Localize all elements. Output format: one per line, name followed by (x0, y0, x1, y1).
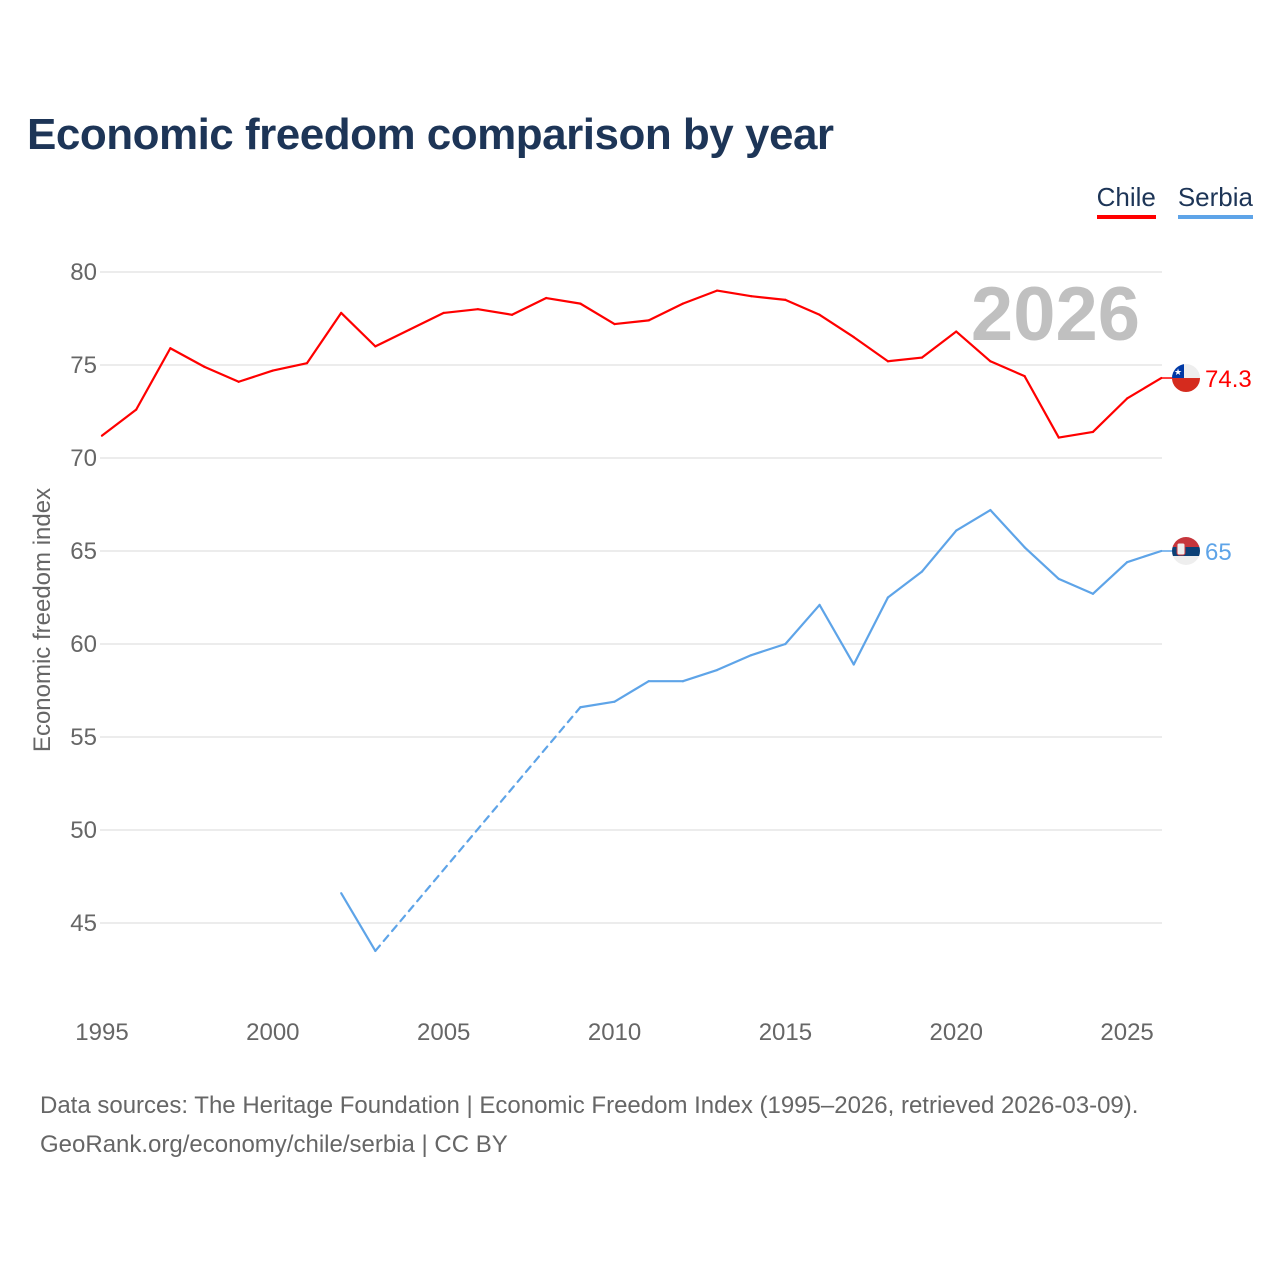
flag-white (1172, 556, 1200, 565)
series-serbia-segment (1057, 577, 1095, 595)
series-chile-segment (750, 295, 787, 301)
series-chile-segment (579, 302, 616, 326)
footer-sources: Data sources: The Heritage Foundation | … (40, 1092, 1139, 1119)
flag-body (1172, 537, 1200, 565)
serbia-flag-icon (1172, 537, 1200, 565)
coat-of-arms-icon (1176, 542, 1186, 556)
series-chile-segment (989, 360, 1026, 378)
x-tick-label: 2005 (417, 1019, 470, 1046)
flag-blue (1172, 547, 1200, 556)
x-tick-label: 2015 (759, 1019, 812, 1046)
flag-red (1172, 378, 1200, 393)
series-chile-segment (955, 330, 992, 363)
series-chile-segment (305, 311, 343, 365)
series-chile-segment (203, 365, 240, 383)
flag-body: ★ (1172, 364, 1200, 393)
series-serbia-segment (340, 892, 377, 953)
y-tick-label: 45 (70, 910, 97, 937)
series-chile-segment (237, 369, 274, 383)
series-serbia-segment (852, 596, 890, 666)
year-watermark: 2026 (971, 272, 1140, 357)
x-tick-label: 2020 (930, 1019, 983, 1046)
series-serbia-segment (579, 700, 616, 709)
flag-red (1172, 537, 1200, 547)
series-chile-segment (374, 328, 411, 348)
series-serbia-segment (818, 603, 855, 666)
series-chile-segment (613, 319, 650, 326)
footer-credit[interactable]: GeoRank.org/economy/chile/serbia | CC BY (40, 1131, 508, 1158)
series-serbia-segment (920, 529, 958, 573)
series-serbia-segment (374, 706, 582, 953)
series-serbia-segment (1091, 561, 1129, 595)
series-chile-segment (920, 330, 958, 359)
series-chile-segment (852, 336, 890, 363)
y-tick-label: 60 (70, 631, 97, 658)
y-tick-label: 55 (70, 724, 97, 751)
series-chile-segment (818, 313, 855, 339)
series-chile-segment (476, 308, 514, 316)
series-chile-segment (100, 408, 138, 437)
x-tick-label: 1995 (75, 1019, 128, 1046)
series-chile-segment (135, 347, 172, 411)
star-icon: ★ (1174, 367, 1182, 377)
series-serbia-segment (886, 570, 924, 599)
series-chile-segment (784, 298, 821, 316)
series-serbia-segment (613, 680, 650, 703)
series-serbia-segment (750, 642, 787, 657)
y-tick-label: 70 (70, 445, 97, 472)
series-serbia-segment (784, 603, 821, 646)
y-tick-label: 65 (70, 538, 97, 565)
series-chile-segment (545, 296, 582, 305)
legend-chile[interactable]: Chile (1096, 182, 1156, 219)
series-chile-segment (647, 302, 684, 322)
y-axis-label: Economic freedom index (29, 488, 56, 752)
series-chile-segment (1091, 397, 1129, 434)
legend-serbia[interactable]: Serbia (1177, 182, 1253, 219)
series-chile-segment (1023, 375, 1060, 439)
series-serbia-segment (1023, 546, 1060, 581)
end-value-label: 74.3 (1205, 366, 1252, 393)
series-chile-segment (408, 311, 445, 331)
series-serbia-segment (955, 508, 992, 532)
y-tick-label: 50 (70, 817, 97, 844)
series-chile-segment (271, 362, 309, 372)
series-chile-segment (1057, 430, 1095, 439)
series-serbia-segment (681, 668, 719, 683)
series-chile-segment (340, 311, 377, 348)
series-chile-segment (715, 289, 753, 298)
series-chile-segment (169, 347, 206, 368)
x-tick-label: 2010 (588, 1019, 641, 1046)
y-tick-label: 75 (70, 352, 97, 379)
x-tick-label: 2000 (246, 1019, 299, 1046)
chart-title: Economic freedom comparison by year (27, 110, 834, 159)
series-chile-segment (681, 289, 719, 305)
y-tick-label: 80 (70, 259, 97, 286)
series-chile-segment (1125, 376, 1163, 400)
series-serbia-segment (715, 654, 753, 672)
series-serbia-segment (989, 508, 1026, 549)
chile-flag-icon: ★ (1172, 364, 1200, 393)
series-chile-segment (442, 308, 479, 315)
end-value-label: 65 (1205, 539, 1232, 566)
series-serbia-segment (1125, 549, 1163, 564)
x-tick-label: 2025 (1100, 1019, 1153, 1046)
series-chile-segment (886, 356, 924, 363)
series-chile-segment (510, 296, 548, 316)
footer: Data sources: The Heritage Foundation | … (40, 1086, 1138, 1164)
legend: Chile Serbia (1096, 182, 1253, 219)
